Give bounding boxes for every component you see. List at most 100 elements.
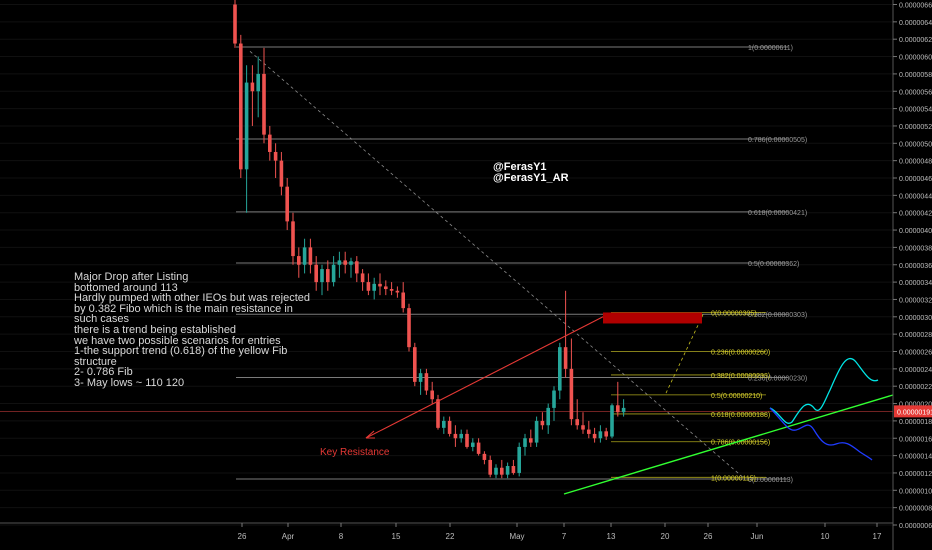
candle-body xyxy=(494,467,498,475)
candle-body xyxy=(598,431,603,439)
time-tick-label: 26 xyxy=(238,532,247,541)
dashed-trendline-long xyxy=(249,51,746,480)
candle xyxy=(308,238,313,274)
candle-body xyxy=(616,405,620,413)
candle-body xyxy=(459,433,463,439)
candle-body xyxy=(273,151,278,161)
candle-body xyxy=(320,269,324,283)
candle-body xyxy=(285,186,289,222)
candle-body xyxy=(401,292,405,309)
candle-body xyxy=(395,290,400,293)
time-tick-label: 15 xyxy=(392,532,401,541)
candle-body xyxy=(314,264,318,283)
candle-body xyxy=(546,407,550,426)
candle xyxy=(302,238,307,274)
fib-small-label: 0.618(0.00000188) xyxy=(711,412,770,419)
candle xyxy=(621,399,626,417)
candle-body xyxy=(552,390,556,408)
time-tick-label: Jun xyxy=(751,532,764,541)
candle-body xyxy=(447,420,452,434)
candle-body xyxy=(482,453,487,460)
candle-body xyxy=(262,73,266,135)
candle xyxy=(360,269,365,291)
key-resistance-arrowhead xyxy=(365,430,375,439)
candle-body xyxy=(366,282,371,291)
candle xyxy=(552,386,556,421)
candle xyxy=(587,420,591,439)
candles xyxy=(233,0,626,479)
candle xyxy=(453,425,458,447)
candle xyxy=(523,433,527,456)
candle xyxy=(569,338,574,426)
candle xyxy=(505,462,510,479)
price-tick-label: 0.00000260 xyxy=(899,350,932,357)
candle xyxy=(558,342,562,400)
current-price-badge xyxy=(894,405,932,418)
note-line: structure xyxy=(74,355,117,368)
candle xyxy=(430,381,434,404)
candle-body xyxy=(308,247,313,265)
candle-body xyxy=(465,433,469,447)
candle xyxy=(355,256,359,283)
fib-large-label: 0(0.00000113) xyxy=(748,477,793,484)
candle-body xyxy=(291,221,295,257)
overlays xyxy=(365,312,894,495)
note-line: Hardly pumped with other IEOs but was re… xyxy=(74,292,311,305)
candle xyxy=(262,47,266,144)
current-price-label: 0.00000191 xyxy=(897,409,932,416)
candle xyxy=(616,381,620,417)
candle xyxy=(517,442,521,477)
candle xyxy=(494,464,498,479)
candle-body xyxy=(471,442,475,447)
key-resistance-label: Key Resistance xyxy=(320,447,390,458)
candle-body xyxy=(355,261,359,274)
candle xyxy=(459,429,463,443)
candle-body xyxy=(343,260,347,265)
candle xyxy=(389,282,394,296)
candle-body xyxy=(558,347,562,391)
candle-body xyxy=(604,431,608,437)
candle xyxy=(268,125,272,161)
candle-body xyxy=(250,82,255,92)
candle xyxy=(256,56,260,118)
fib-small-label: 0.5(0.00000210) xyxy=(711,393,762,400)
candle xyxy=(465,429,469,449)
candle xyxy=(395,286,400,298)
fib-large-label: 0.236(0.00000230) xyxy=(748,376,807,383)
candle xyxy=(598,425,603,443)
candle-body xyxy=(424,373,429,391)
candle xyxy=(378,273,382,296)
candle-body xyxy=(563,347,568,369)
candle-body xyxy=(610,405,614,437)
note-line: bottomed around 113 xyxy=(74,281,178,294)
candle xyxy=(442,416,446,434)
fib-small-label: 1(0.00000115) xyxy=(711,475,756,482)
fib-small-label: 0(0.00000305) xyxy=(711,310,757,317)
candle-body xyxy=(540,420,545,426)
candle xyxy=(239,34,243,178)
candle-body xyxy=(244,82,249,170)
time-axis[interactable]: 26 Apr 8 15 22 May 7 13 20 26 Jun 10 17 xyxy=(0,522,893,541)
candle-body xyxy=(279,160,284,187)
scenario-path-blue xyxy=(769,407,873,461)
time-tick-label: 8 xyxy=(339,532,344,541)
candle xyxy=(337,251,342,278)
